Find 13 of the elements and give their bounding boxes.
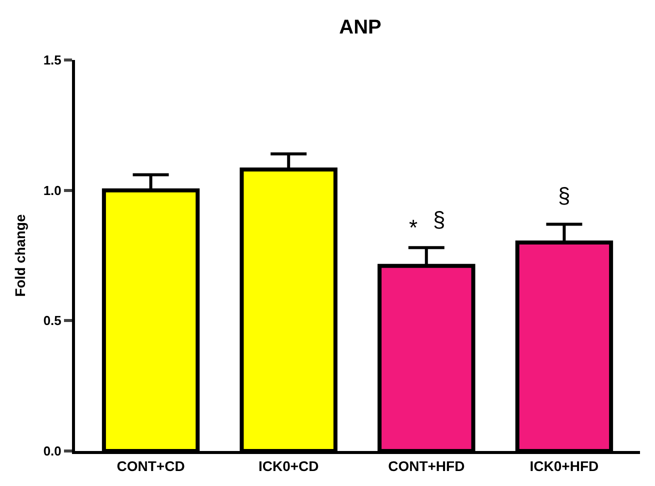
x-tick-label: CONT+CD (116, 458, 185, 474)
annotation: § (433, 207, 446, 232)
y-tick-label: 1.5 (43, 52, 62, 68)
y-tick-label: 0.5 (43, 313, 62, 328)
x-tick-label: ICK0+CD (258, 458, 319, 474)
y-tick-label: 1.0 (43, 182, 62, 198)
y-tick-label: 0.0 (43, 444, 62, 459)
y-axis-title: Fold change (12, 214, 28, 297)
x-tick-label: CONT+HFD (388, 458, 465, 474)
chart-title: ANP (339, 16, 382, 38)
annotation: § (558, 183, 570, 208)
annotation: * (409, 215, 418, 240)
x-tick-label: ICK0+HFD (530, 458, 599, 474)
